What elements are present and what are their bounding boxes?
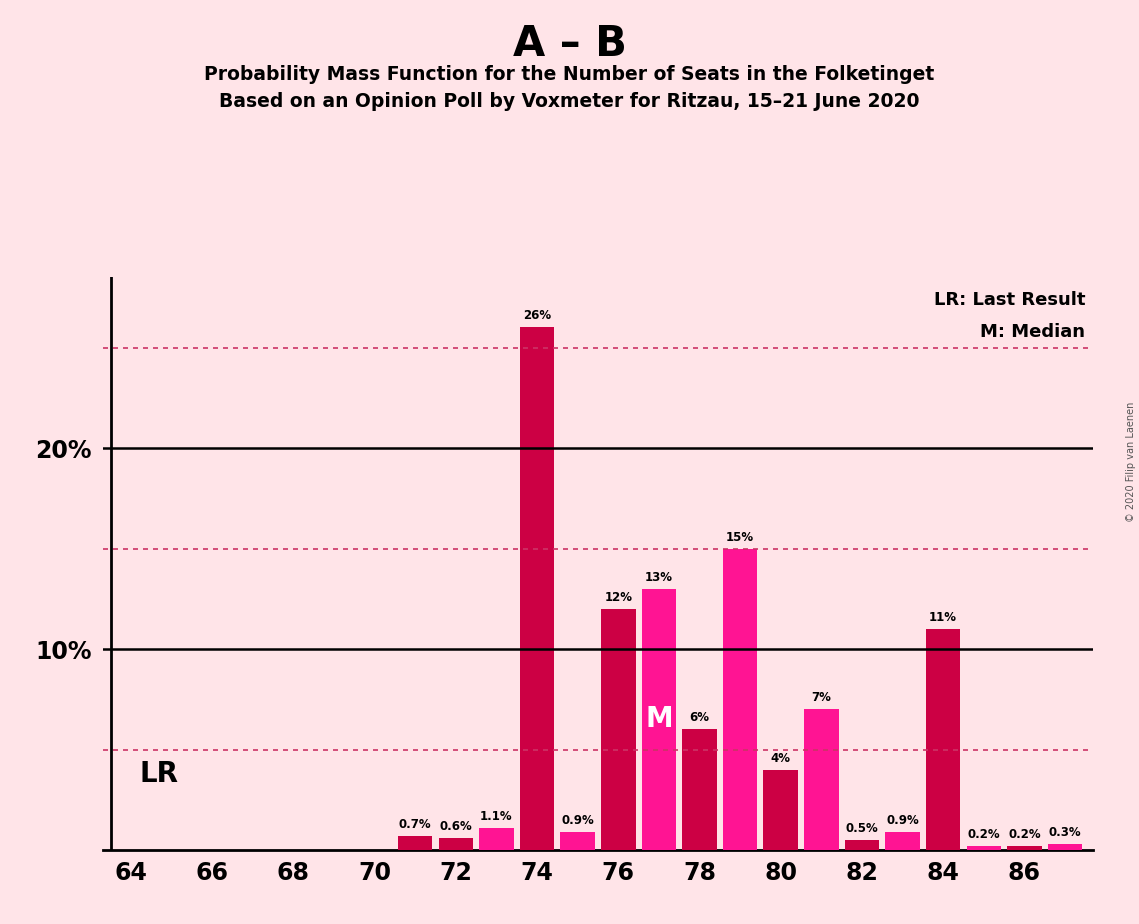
Bar — [519, 327, 555, 850]
Text: © 2020 Filip van Laenen: © 2020 Filip van Laenen — [1126, 402, 1136, 522]
Text: M: Median: M: Median — [981, 323, 1085, 342]
Bar — [967, 846, 1001, 850]
Text: 0.9%: 0.9% — [886, 814, 919, 827]
Text: 4%: 4% — [771, 751, 790, 765]
Bar — [926, 629, 960, 850]
Text: 26%: 26% — [523, 310, 551, 322]
Bar — [439, 838, 473, 850]
Text: Probability Mass Function for the Number of Seats in the Folketinget: Probability Mass Function for the Number… — [204, 65, 935, 84]
Bar — [398, 836, 433, 850]
Text: 11%: 11% — [929, 611, 957, 624]
Bar — [885, 832, 920, 850]
Bar — [480, 828, 514, 850]
Bar — [1007, 846, 1042, 850]
Text: 13%: 13% — [645, 571, 673, 584]
Text: 0.9%: 0.9% — [562, 814, 595, 827]
Text: 15%: 15% — [726, 530, 754, 543]
Bar — [560, 832, 595, 850]
Text: 0.5%: 0.5% — [845, 822, 878, 835]
Bar — [1048, 844, 1082, 850]
Bar — [845, 840, 879, 850]
Text: 7%: 7% — [811, 691, 831, 704]
Text: 0.3%: 0.3% — [1049, 826, 1081, 839]
Bar — [641, 589, 677, 850]
Bar — [763, 770, 798, 850]
Text: M: M — [645, 705, 673, 734]
Text: LR: LR — [139, 760, 178, 787]
Text: 0.2%: 0.2% — [1008, 828, 1041, 841]
Bar — [723, 549, 757, 850]
Text: 0.6%: 0.6% — [440, 820, 473, 833]
Text: Based on an Opinion Poll by Voxmeter for Ritzau, 15–21 June 2020: Based on an Opinion Poll by Voxmeter for… — [219, 92, 920, 112]
Text: 12%: 12% — [605, 590, 632, 604]
Bar — [804, 710, 838, 850]
Text: LR: Last Result: LR: Last Result — [934, 291, 1085, 310]
Text: 0.7%: 0.7% — [399, 818, 432, 831]
Bar — [601, 609, 636, 850]
Bar — [682, 729, 716, 850]
Text: 0.2%: 0.2% — [967, 828, 1000, 841]
Text: A – B: A – B — [513, 23, 626, 65]
Text: 6%: 6% — [689, 711, 710, 724]
Text: 1.1%: 1.1% — [481, 810, 513, 823]
